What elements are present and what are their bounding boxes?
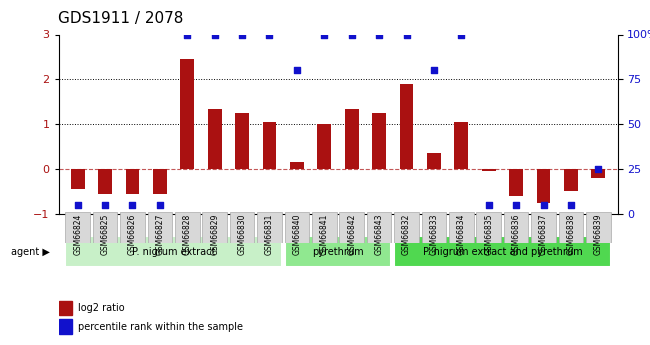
Point (401, 32, 411, 37)
Bar (290, 162, 304, 169)
Point (484, 202, 494, 208)
Text: GSM66834: GSM66834 (457, 214, 466, 255)
Text: GDS1911 / 2078: GDS1911 / 2078 (58, 11, 184, 26)
Point (127, 202, 138, 208)
Point (538, 202, 549, 208)
Text: agent ▶: agent ▶ (11, 247, 49, 257)
FancyBboxPatch shape (531, 212, 556, 243)
Text: GSM66840: GSM66840 (292, 214, 302, 255)
Bar (345, 108, 359, 169)
Text: GSM66831: GSM66831 (265, 214, 274, 255)
Text: GSM66841: GSM66841 (320, 214, 329, 255)
Bar (509, 169, 523, 196)
Point (566, 202, 576, 208)
FancyBboxPatch shape (312, 212, 337, 243)
Bar (71, 169, 84, 189)
Text: log2 ratio: log2 ratio (78, 303, 125, 313)
Bar (263, 122, 276, 169)
Text: GSM66828: GSM66828 (183, 214, 192, 255)
Text: GSM66843: GSM66843 (374, 214, 384, 255)
Text: GSM66833: GSM66833 (430, 214, 438, 255)
FancyBboxPatch shape (449, 212, 474, 243)
Point (292, 68, 302, 73)
Text: P. nigrum extract and pyrethrum: P. nigrum extract and pyrethrum (422, 247, 582, 257)
Point (73, 202, 83, 208)
Text: percentile rank within the sample: percentile rank within the sample (78, 322, 243, 332)
Point (237, 32, 247, 37)
Bar (482, 169, 495, 171)
Point (319, 32, 330, 37)
FancyBboxPatch shape (120, 212, 145, 243)
FancyBboxPatch shape (93, 212, 118, 243)
Bar (235, 113, 249, 169)
Bar (317, 124, 331, 169)
Text: P. nigrum extract: P. nigrum extract (132, 247, 215, 257)
Text: GSM66827: GSM66827 (155, 214, 164, 255)
FancyBboxPatch shape (285, 212, 309, 243)
Bar (372, 113, 386, 169)
Point (265, 32, 275, 37)
FancyBboxPatch shape (558, 212, 583, 243)
Text: GSM66832: GSM66832 (402, 214, 411, 255)
Text: pyrethrum: pyrethrum (312, 247, 364, 257)
Text: GSM66830: GSM66830 (238, 214, 246, 255)
Bar (181, 59, 194, 169)
FancyBboxPatch shape (394, 236, 610, 267)
Bar (58, 301, 72, 315)
Bar (58, 319, 72, 334)
Point (456, 32, 467, 37)
Text: GSM66824: GSM66824 (73, 214, 82, 255)
Text: GSM66826: GSM66826 (128, 214, 137, 255)
Point (209, 32, 220, 37)
Point (346, 32, 357, 37)
FancyBboxPatch shape (422, 212, 447, 243)
FancyBboxPatch shape (339, 212, 364, 243)
FancyBboxPatch shape (476, 212, 501, 243)
Text: GSM66838: GSM66838 (566, 214, 575, 255)
Text: GSM66839: GSM66839 (594, 214, 603, 255)
Text: GSM66837: GSM66837 (539, 214, 548, 255)
Text: GSM66835: GSM66835 (484, 214, 493, 255)
Point (374, 32, 384, 37)
Bar (98, 169, 112, 194)
Bar (153, 169, 167, 194)
Bar (592, 169, 605, 178)
FancyBboxPatch shape (66, 212, 90, 243)
Bar (454, 122, 468, 169)
Bar (427, 153, 441, 169)
FancyBboxPatch shape (257, 212, 282, 243)
FancyBboxPatch shape (394, 212, 419, 243)
Point (429, 68, 439, 73)
Point (511, 202, 521, 208)
FancyBboxPatch shape (66, 236, 282, 267)
FancyBboxPatch shape (367, 212, 391, 243)
Text: GSM66829: GSM66829 (210, 214, 219, 255)
Point (100, 202, 110, 208)
FancyBboxPatch shape (285, 236, 391, 267)
Text: GSM66842: GSM66842 (347, 214, 356, 255)
FancyBboxPatch shape (586, 212, 610, 243)
Point (182, 32, 192, 37)
Point (155, 202, 165, 208)
Text: GSM66825: GSM66825 (101, 214, 110, 255)
Bar (537, 169, 551, 203)
FancyBboxPatch shape (148, 212, 172, 243)
FancyBboxPatch shape (229, 212, 254, 243)
Bar (208, 108, 222, 169)
FancyBboxPatch shape (175, 212, 200, 243)
FancyBboxPatch shape (202, 212, 227, 243)
Bar (400, 84, 413, 169)
Bar (564, 169, 578, 191)
Text: GSM66836: GSM66836 (512, 214, 521, 255)
Bar (125, 169, 139, 194)
FancyBboxPatch shape (504, 212, 528, 243)
Point (593, 166, 603, 172)
